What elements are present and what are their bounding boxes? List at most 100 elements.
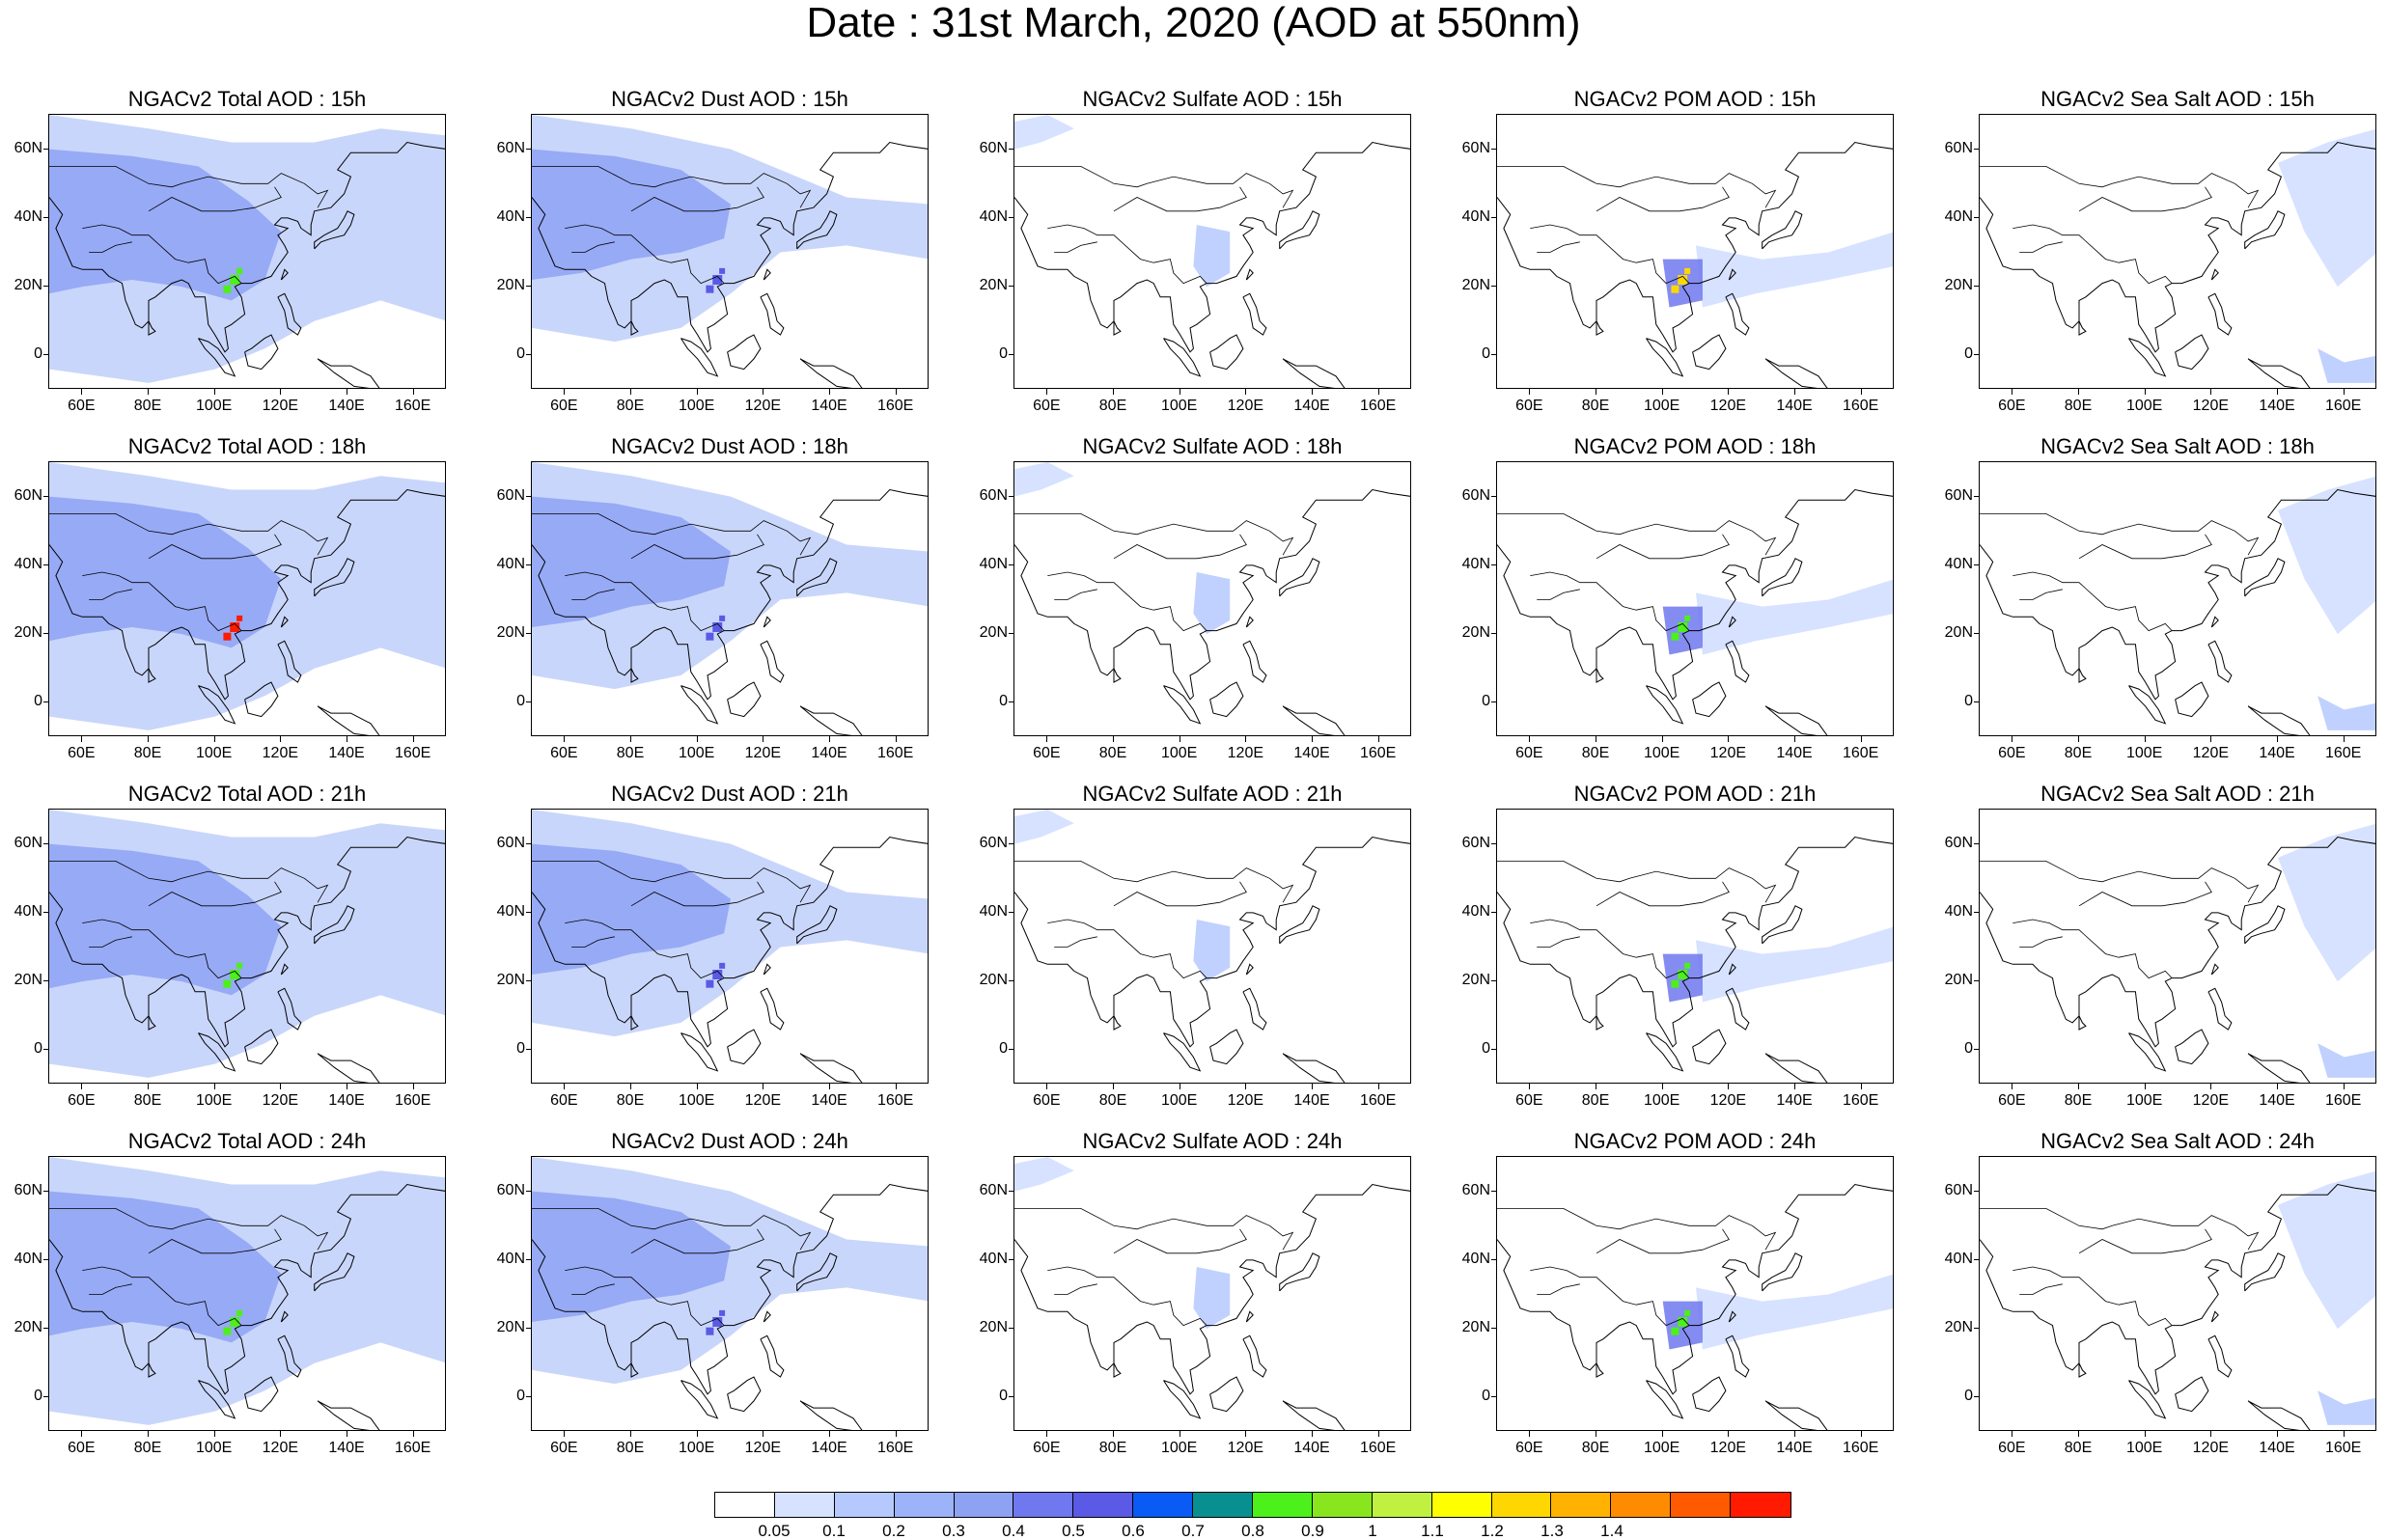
aod-hotspot xyxy=(1671,979,1679,988)
lon-tick-label: 80E xyxy=(1098,1092,1127,1109)
coastline xyxy=(2244,905,2286,945)
lon-tick xyxy=(1377,736,1379,742)
country-border xyxy=(532,1208,812,1251)
lon-tick-label: 80E xyxy=(1581,745,1610,761)
lon-tick-label: 160E xyxy=(876,398,914,414)
lon-tick-label: 100E xyxy=(678,1092,715,1109)
lon-tick-label: 160E xyxy=(1842,745,1879,761)
lat-tick xyxy=(43,148,48,150)
aod-hotspot xyxy=(706,285,714,293)
lon-tick-label: 60E xyxy=(1033,745,1061,761)
coastline xyxy=(317,1400,380,1430)
lon-tick-label: 120E xyxy=(262,1440,299,1456)
aod-hotspot xyxy=(1671,632,1679,641)
lat-tick-label: 0 xyxy=(1964,1388,1973,1405)
aod-core-region xyxy=(1193,225,1231,288)
coastline xyxy=(280,268,289,281)
country-border xyxy=(565,919,725,979)
country-border xyxy=(1014,1208,1294,1251)
aod-hotspot xyxy=(712,1317,723,1327)
lat-tick xyxy=(43,216,48,218)
colorbar-label: 0.3 xyxy=(942,1522,965,1540)
lat-tick-label: 0 xyxy=(1482,1388,1490,1405)
map-panel-pom-24h: NGACv2 POM AOD : 24h 60N 40N 20N 0 60E 80E 100E… xyxy=(1462,1129,1894,1496)
coastline xyxy=(1725,640,1750,683)
country-border xyxy=(1047,224,1207,285)
lat-tick xyxy=(526,1396,531,1398)
lon-tick-label: 80E xyxy=(1098,745,1127,761)
colorbar-cell xyxy=(1193,1493,1254,1517)
map-area xyxy=(531,1156,929,1431)
lon-tick-label: 160E xyxy=(394,1440,431,1456)
coastline xyxy=(148,1015,156,1031)
lon-tick-label: 80E xyxy=(2064,1092,2093,1109)
lat-tick-label: 20N xyxy=(1944,1319,1973,1336)
aod-hotspot xyxy=(706,1327,714,1335)
coastline xyxy=(1113,668,1122,683)
country-border xyxy=(89,241,132,253)
coastline xyxy=(680,1380,719,1419)
aod-hotspot xyxy=(1684,615,1691,621)
lat-tick xyxy=(1974,1258,1979,1260)
lon-tick-label: 140E xyxy=(2259,1092,2295,1109)
country-border xyxy=(1497,1208,1777,1251)
lat-tick-label: 40N xyxy=(496,207,525,225)
lat-tick xyxy=(1974,701,1979,703)
aod-background-region xyxy=(1014,1157,1074,1192)
lon-tick-label: 100E xyxy=(2125,1092,2163,1109)
aod-field-svg xyxy=(532,1157,928,1430)
aod-core-region xyxy=(49,843,282,996)
coastline xyxy=(1728,268,1736,281)
map-panel-total-18h: NGACv2 Total AOD : 18h 60N 40N 20N 0 60E 80E 10… xyxy=(14,434,446,801)
lat-tick-label: 0 xyxy=(34,1040,42,1058)
lat-tick xyxy=(526,495,531,497)
coastline xyxy=(2210,616,2219,628)
lon-tick-label: 80E xyxy=(133,745,162,761)
lon-tick-label: 140E xyxy=(1776,398,1813,414)
coastline xyxy=(763,268,771,281)
lat-tick xyxy=(43,354,48,356)
lon-tick-label: 60E xyxy=(68,745,96,761)
lat-tick xyxy=(1491,1396,1496,1398)
lon-tick-label: 140E xyxy=(811,398,847,414)
coastline xyxy=(727,1029,762,1065)
coastline xyxy=(1282,358,1346,388)
lon-tick xyxy=(412,1431,414,1437)
map-area xyxy=(48,461,446,736)
aod-hotspot xyxy=(223,1327,232,1335)
lon-tick xyxy=(2210,1431,2212,1437)
lat-tick-label: 0 xyxy=(516,1388,525,1405)
coastline xyxy=(1762,210,1803,250)
coastline xyxy=(1764,358,1828,388)
coastline xyxy=(1725,987,1750,1031)
panel-title: NGACv2 Sea Salt AOD : 24h xyxy=(2040,1129,2315,1153)
coastline xyxy=(280,616,289,628)
aod-field-svg xyxy=(1497,1183,1893,1430)
lat-tick xyxy=(1974,1328,1979,1330)
lon-tick xyxy=(1312,736,1313,742)
lat-tick-label: 60N xyxy=(496,486,525,504)
coastline xyxy=(2247,358,2311,388)
map-panel-sulfate-24h: NGACv2 Sulfate AOD : 24h 60N 40N 20N 0 60E 80E… xyxy=(980,1129,1411,1496)
panel-title: NGACv2 POM AOD : 15h xyxy=(1573,87,1817,111)
lon-tick-label: 120E xyxy=(1709,398,1747,414)
country-border xyxy=(1014,513,1294,556)
lon-tick-label: 100E xyxy=(1160,745,1198,761)
lat-tick-label: 0 xyxy=(34,345,42,363)
lat-tick xyxy=(43,1258,48,1260)
lat-tick-label: 40N xyxy=(1461,902,1490,920)
coastline xyxy=(2210,963,2219,976)
lat-tick xyxy=(43,1328,48,1330)
lon-tick-label: 160E xyxy=(2324,398,2362,414)
lat-tick xyxy=(1974,633,1979,635)
aod-field-svg xyxy=(1980,823,2375,1083)
coastline xyxy=(1646,1032,1684,1072)
country-border xyxy=(532,861,812,903)
coastline xyxy=(2244,558,2286,597)
lat-tick-label: 60N xyxy=(1461,486,1490,504)
lon-tick xyxy=(2277,736,2278,742)
map-panel-seasalt-24h: NGACv2 Sea Salt AOD : 24h 60N 40N 20N 0 60E 80… xyxy=(1945,1129,2376,1496)
lon-tick xyxy=(1046,1431,1048,1437)
aod-hotspot xyxy=(719,962,726,969)
lat-tick xyxy=(1974,354,1979,356)
